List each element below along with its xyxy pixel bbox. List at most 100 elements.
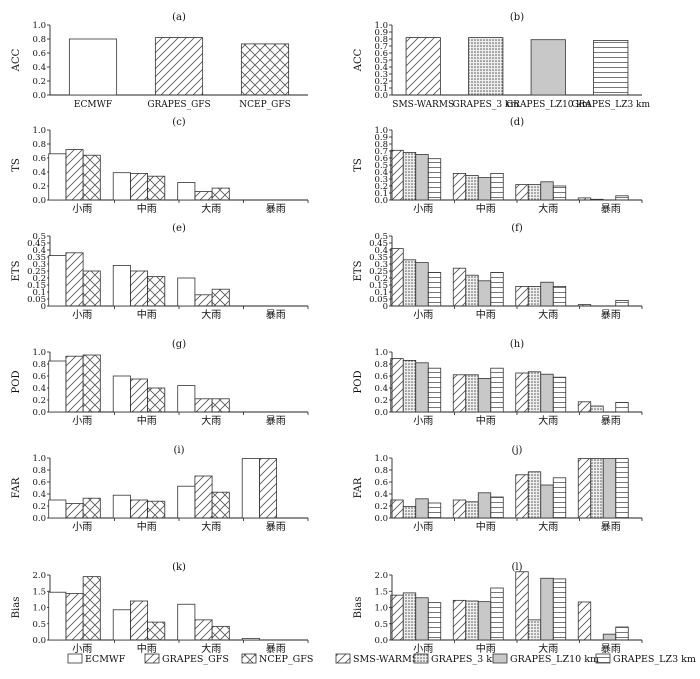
x-tick-label: 暴雨 (601, 309, 621, 321)
bar (112, 264, 131, 307)
y-tick-label: 1.5 (374, 587, 388, 597)
bar (465, 374, 479, 413)
y-tick-label: 0.5 (32, 232, 46, 242)
bar (540, 373, 554, 413)
bar (477, 377, 492, 413)
bar (82, 154, 101, 201)
x-tick-label: 中雨 (476, 642, 496, 655)
y-tick-label: 1.0 (374, 604, 388, 614)
y-tick-label: 0.0 (374, 196, 388, 206)
y-tick-label: 0.7 (374, 147, 388, 157)
bar (427, 367, 442, 413)
y-tick-label: 0.4 (374, 384, 388, 394)
chart-panel: (f) ETS 00.050.10.150.20.250.30.350.40.450… (353, 223, 643, 321)
bar (259, 458, 278, 519)
x-tick-label: 小雨 (72, 643, 92, 655)
x-tick-label: GRAPES_3 km (453, 100, 520, 110)
bar (48, 255, 67, 307)
y-tick-label: 0 (383, 302, 388, 312)
bar (112, 494, 131, 519)
x-tick-label: ECMWF (74, 100, 112, 110)
bar (177, 182, 196, 201)
bar (477, 280, 492, 307)
y-tick-label: 0.6 (32, 49, 46, 59)
bar (48, 591, 67, 641)
x-tick-label: GRAPES_LZ10 km (506, 100, 591, 110)
y-tick-label: 0.5 (32, 620, 46, 630)
y-tick-label: 0.4 (32, 490, 46, 500)
y-tick-label: 0.1 (374, 84, 388, 94)
y-tick-label: 0.35 (369, 253, 388, 263)
chart-panel: (g) POD 0.0 0.2 0.4 0.6 0.8 1.0 小雨 中雨 大雨 暴雨 (11, 339, 309, 427)
bar (402, 259, 417, 307)
y-tick-label: 0.05 (27, 295, 46, 305)
panel-label: (h) (510, 339, 524, 350)
x-tick-label: 暴雨 (266, 521, 286, 533)
y-tick-label: 0.05 (369, 295, 388, 305)
panel-label: (d) (510, 117, 524, 128)
x-tick-label: 暴雨 (266, 415, 286, 427)
bar (427, 271, 442, 307)
x-tick-label: 大雨 (538, 642, 558, 655)
bar (515, 285, 529, 307)
bar (452, 172, 467, 201)
bar (615, 458, 629, 519)
y-tick-label: 0.0 (32, 196, 46, 206)
y-axis-label: FAR (11, 477, 22, 498)
panel-label: (k) (172, 562, 186, 573)
y-axis-label: TS (353, 158, 364, 172)
y-axis-label: ACC (353, 48, 364, 72)
bar (577, 458, 592, 519)
bar (241, 458, 260, 519)
bar (468, 37, 504, 96)
x-tick-label: 中雨 (476, 308, 496, 321)
y-tick-label: 0.0 (32, 91, 46, 101)
x-tick-label: 暴雨 (601, 415, 621, 427)
bar (147, 175, 166, 201)
y-tick-label: 0.6 (32, 372, 46, 382)
y-tick-label: 0.7 (374, 42, 388, 52)
y-axis-label: POD (353, 371, 364, 394)
y-axis-label: Bias (353, 597, 364, 619)
bar (65, 355, 84, 413)
y-tick-label: 0.3 (32, 260, 46, 270)
bar (615, 299, 629, 307)
bar (240, 43, 290, 96)
y-tick-label: 1.0 (374, 348, 388, 358)
bar (452, 599, 467, 641)
x-tick-label: 大雨 (201, 308, 221, 321)
y-tick-label: 0.3 (374, 175, 388, 185)
bar (527, 471, 542, 519)
bar (515, 184, 529, 201)
x-tick-label: 大雨 (538, 308, 558, 321)
bar (590, 405, 604, 413)
bar (527, 371, 542, 413)
bar (477, 492, 492, 519)
bar (527, 285, 542, 307)
x-tick-label: 大雨 (538, 414, 558, 427)
y-tick-label: 0.2 (374, 502, 388, 512)
bar (477, 177, 492, 201)
x-tick-label: 小雨 (413, 415, 433, 427)
chart-panel: (e) ETS 00.050.10.150.20.250.30.350.40.450… (11, 223, 309, 321)
y-tick-label: 0.2 (374, 274, 388, 284)
bar (130, 600, 149, 641)
y-tick-label: 0.0 (374, 514, 388, 524)
bar (590, 458, 604, 519)
x-tick-label: 暴雨 (601, 203, 621, 215)
bar (552, 477, 567, 519)
y-tick-label: 1.5 (32, 587, 46, 597)
y-tick-label: 0.45 (27, 239, 46, 249)
bar (452, 374, 467, 413)
bar (477, 601, 492, 641)
y-tick-label: 0.8 (374, 140, 388, 150)
chart-panel: (b) ACC 0.00.10.20.30.40.50.60.70.80.91.0 S… (353, 12, 650, 110)
panel-label: (b) (510, 12, 524, 23)
bar (465, 175, 479, 201)
bar (452, 499, 467, 519)
y-tick-label: 0.25 (27, 267, 46, 277)
bar (465, 274, 479, 307)
y-tick-label: 0.8 (374, 466, 388, 476)
y-tick-label: 0.4 (374, 63, 388, 73)
panel-label: (a) (172, 12, 186, 23)
